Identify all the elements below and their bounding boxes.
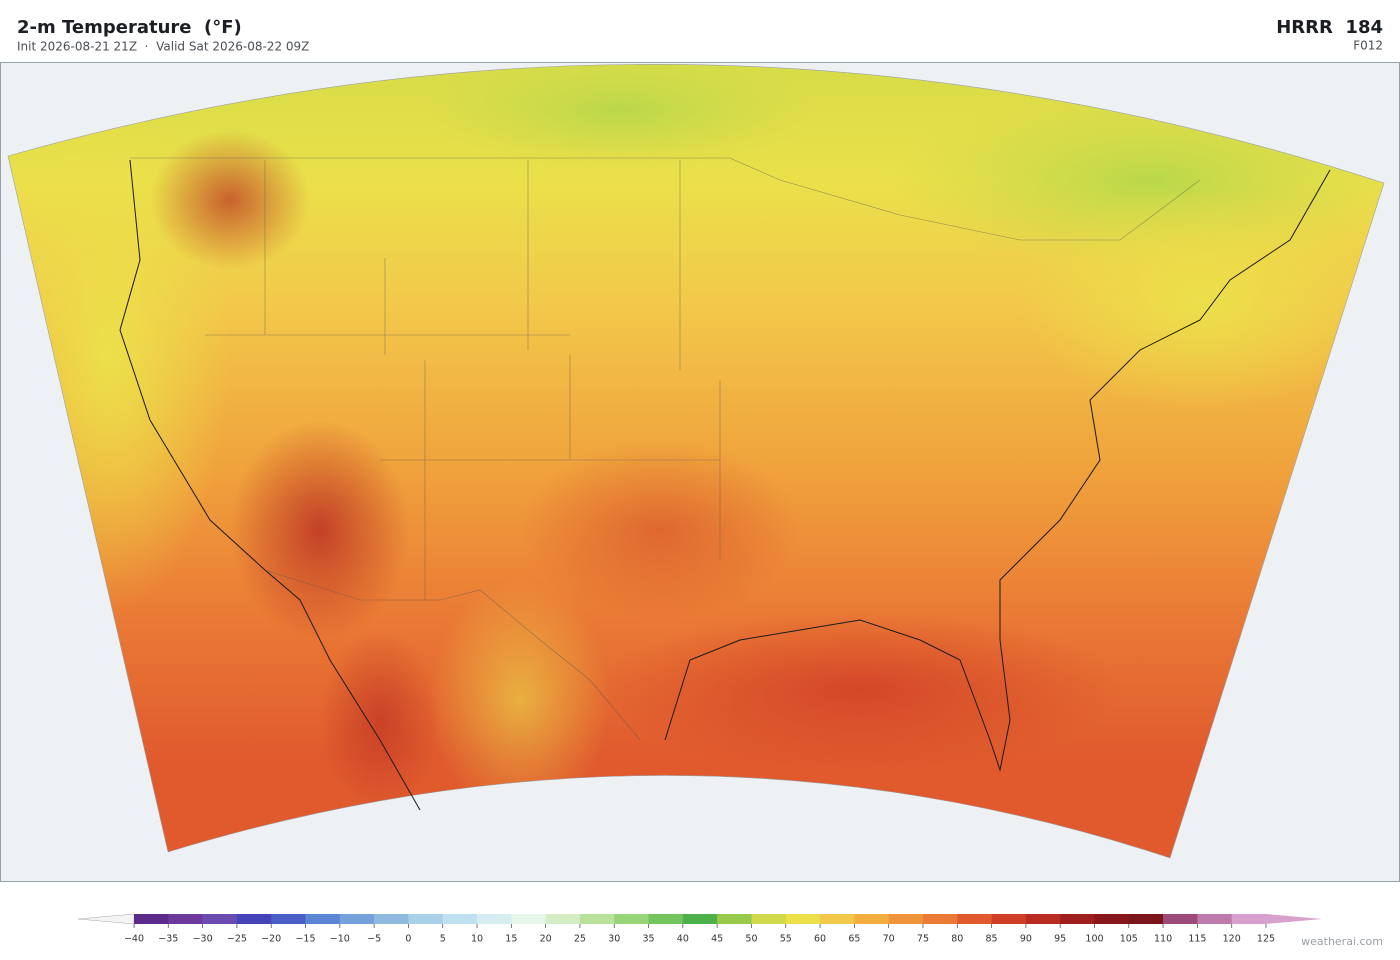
borders (130, 157, 1201, 741)
colorbar-segment (614, 914, 649, 924)
colorbar-tick-label: 55 (780, 934, 792, 945)
colorbar-tick-label: 20 (540, 934, 552, 945)
colorbar-segment (1025, 914, 1061, 924)
colorbar-tick-label: −40 (124, 934, 144, 945)
colorbar-tick-label: −10 (330, 934, 350, 945)
colorbar-tick-label: 90 (1020, 934, 1032, 945)
colorbar-segment (1060, 914, 1095, 924)
colorbar-segment (820, 914, 855, 924)
colorbar-segment (374, 914, 409, 924)
colorbar-tick-label: 75 (917, 934, 929, 945)
colorbar-segment (545, 914, 581, 924)
watermark: weatherai.com (1301, 935, 1383, 948)
colorbar-tick-label: 30 (608, 934, 620, 945)
colorbar-segment (134, 914, 169, 924)
colorbar-tick-label: 120 (1223, 934, 1241, 945)
colorbar-segment (408, 914, 444, 924)
colorbar-segment (1197, 914, 1232, 924)
colorbar-tick-label: 65 (848, 934, 860, 945)
colorbar-tick-label: 0 (405, 934, 411, 945)
colorbar-tick-label: 100 (1085, 934, 1103, 945)
colorbar-tick-label: 115 (1188, 934, 1206, 945)
colorbar-tick-label: 80 (951, 934, 963, 945)
colorbar-segment (991, 914, 1027, 924)
colorbar-segment (1231, 914, 1267, 924)
colorbar-tick-label: 10 (471, 934, 483, 945)
colorbar-segment (579, 914, 615, 924)
model-label: HRRR 184 (1276, 17, 1383, 38)
colorbar-segment (236, 914, 272, 924)
colorbar-tick-label: 85 (986, 934, 998, 945)
colorbar-segment (888, 914, 924, 924)
colorbar-segment (1163, 914, 1198, 924)
colorbar: −40 −35 −30 −25 −20 −15 −10 −5 0 5 10 15 20 25 30 35 40 4… (77, 913, 1322, 945)
colorbar-segment (957, 914, 992, 924)
colorbar-segment (271, 914, 306, 924)
colorbar-tick-label: 35 (642, 934, 654, 945)
colorbar-tick-label: 45 (711, 934, 723, 945)
forecast-hour: F012 (1353, 39, 1383, 53)
colorbar-segment (202, 914, 238, 924)
colorbar-segment (1094, 914, 1130, 924)
colorbar-over (1266, 914, 1322, 924)
colorbar-segment (717, 914, 752, 924)
coastlines (7, 64, 1385, 859)
colorbar-tick-label: 25 (574, 934, 586, 945)
colorbar-segment (785, 914, 821, 924)
subtitle: Init 2026-08-21 21Z · Valid Sat 2026-08-… (17, 40, 309, 54)
colorbar-tick-label: −15 (295, 934, 315, 945)
colorbar-segment (751, 914, 787, 924)
colorbar-tick-label: 70 (883, 934, 895, 945)
colorbar-under (77, 913, 135, 925)
colorbar-tick-label: 50 (745, 934, 757, 945)
colorbar-tick-label: −30 (193, 934, 213, 945)
colorbar-segment (1128, 914, 1164, 924)
colorbar-segment (511, 914, 546, 924)
colorbar-segment (648, 914, 684, 924)
colorbar-tick-label: 40 (677, 934, 689, 945)
colorbar-segment (442, 914, 478, 924)
colorbar-tick-label: 60 (814, 934, 826, 945)
colorbar-segment (854, 914, 889, 924)
colorbar-tick-label: 15 (505, 934, 517, 945)
colorbar-tick-label: −20 (261, 934, 281, 945)
colorbar-segment (339, 914, 375, 924)
colorbar-tick-label: 110 (1154, 934, 1172, 945)
colorbar-segment (168, 914, 203, 924)
colorbar-segment (682, 914, 718, 924)
title: 2-m Temperature (°F) (17, 17, 242, 38)
colorbar-tick-label: 125 (1257, 934, 1275, 945)
colorbar-tick-label: 105 (1120, 934, 1138, 945)
colorbar-segment (922, 914, 958, 924)
temperature-field (8, 64, 1384, 858)
colorbar-tick-label: −25 (227, 934, 247, 945)
colorbar-tick-label: 95 (1054, 934, 1066, 945)
colorbar-tick-label: 5 (440, 934, 446, 945)
colorbar-tick-label: −35 (158, 934, 178, 945)
colorbar-segment (305, 914, 341, 924)
colorbar-tick-label: −5 (367, 934, 381, 945)
colorbar-segment (477, 914, 512, 924)
